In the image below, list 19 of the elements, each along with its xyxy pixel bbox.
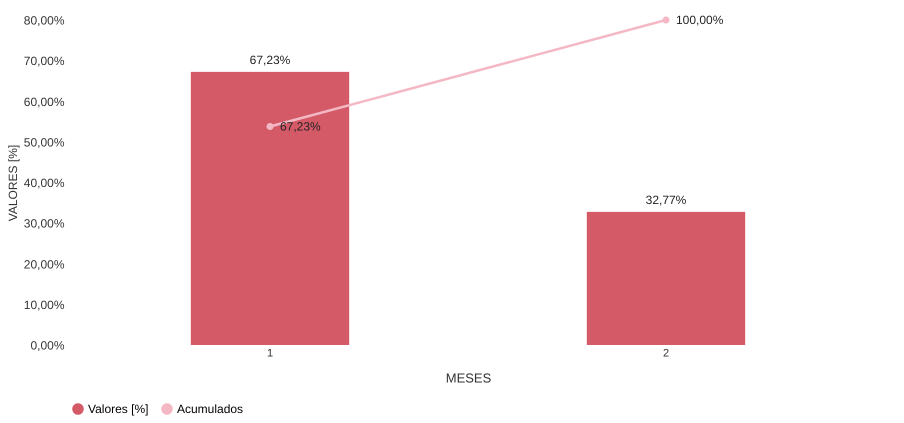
x-axis-title: MESES xyxy=(446,370,492,386)
data-label: 67,23% xyxy=(250,52,291,67)
data-label: 100,00% xyxy=(676,13,724,27)
y-tick-label: 40,00% xyxy=(24,176,65,190)
y-tick-label: 50,00% xyxy=(24,135,65,150)
data-label: 32,77% xyxy=(646,192,687,207)
legend-label: Acumulados xyxy=(177,402,244,416)
legend-label: Valores [%] xyxy=(88,402,148,416)
y-tick-label: 20,00% xyxy=(24,257,65,272)
y-tick-label: 60,00% xyxy=(24,94,65,109)
data-label: 67,23% xyxy=(280,120,322,134)
x-tick-label: 1 xyxy=(266,348,274,360)
y-tick-label: 0,00% xyxy=(30,338,65,352)
y-tick-label: 10,00% xyxy=(24,298,65,312)
y-tick-label: 70,00% xyxy=(24,54,65,68)
x-tick-label: 2 xyxy=(662,348,670,360)
y-axis-title: VALORES [%] xyxy=(6,144,20,222)
y-tick-label: 80,00% xyxy=(24,14,65,28)
y-tick-label: 30,00% xyxy=(24,216,65,231)
